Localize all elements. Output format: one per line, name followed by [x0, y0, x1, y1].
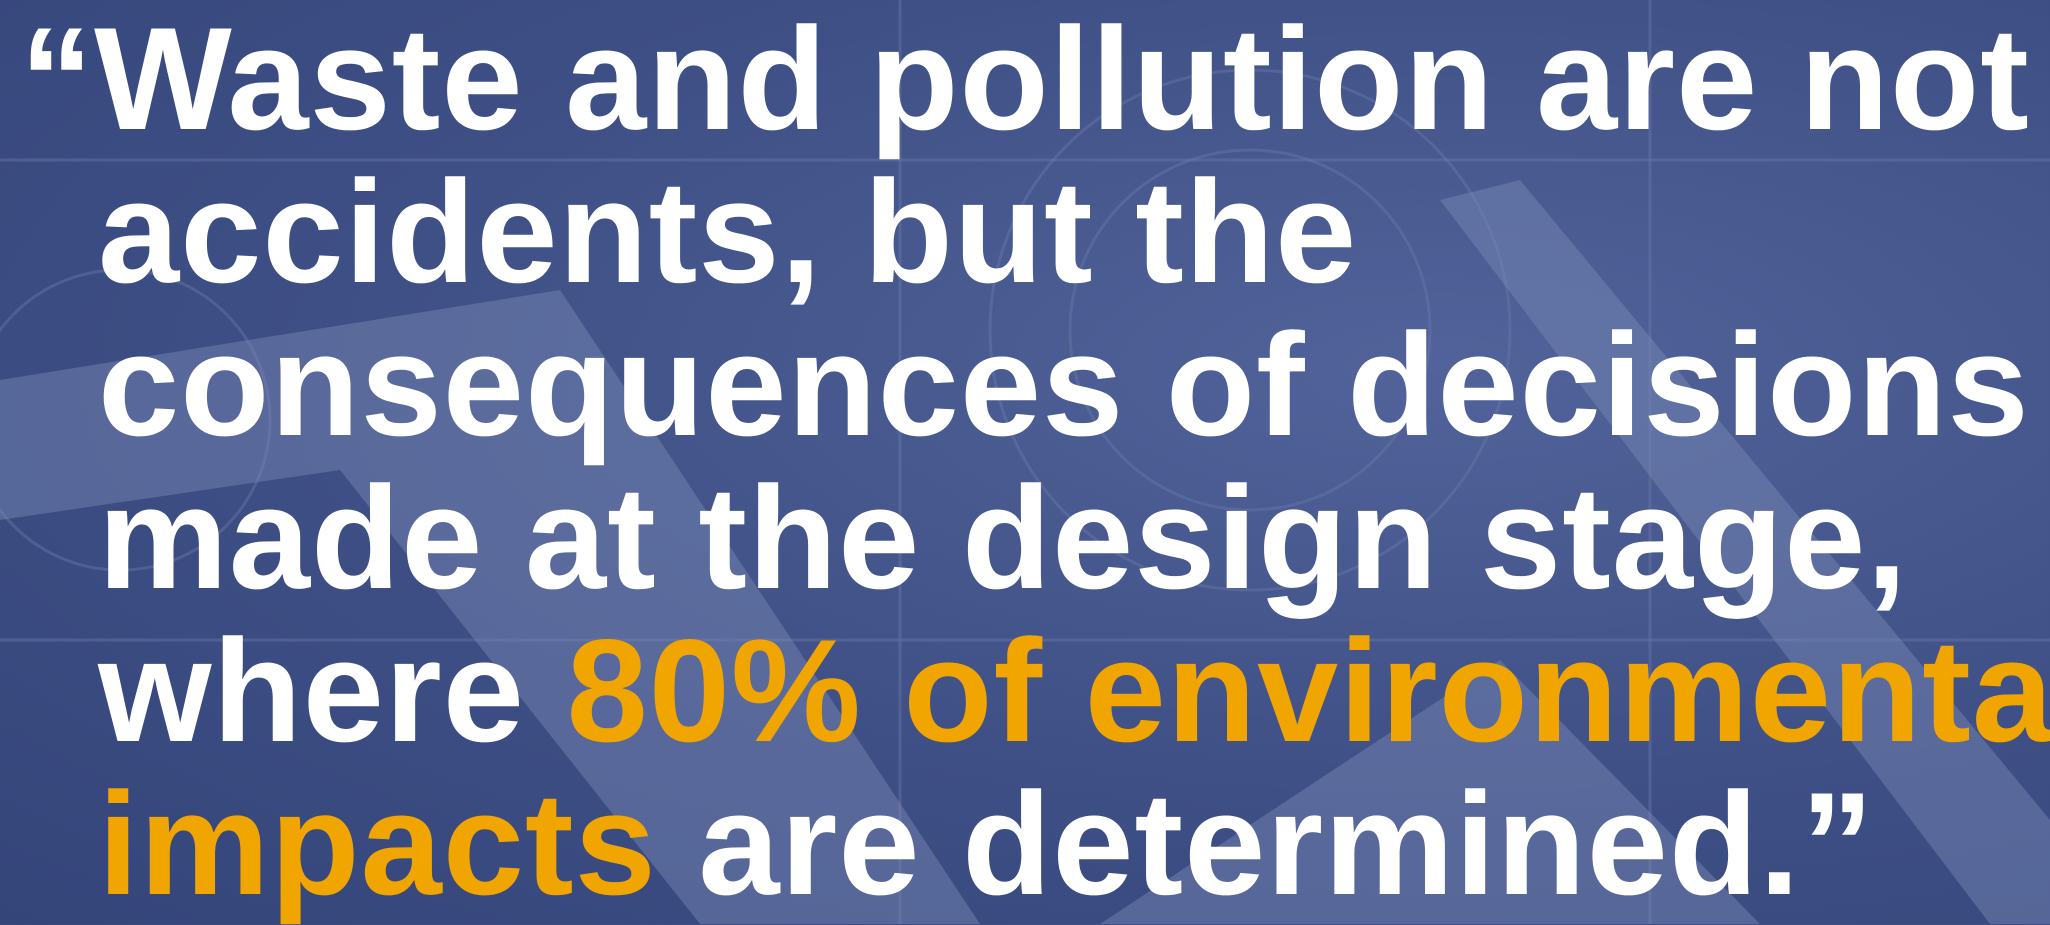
quote-line: where 80% of environmental — [98, 614, 2050, 767]
quote-line: accidents, but the — [98, 155, 2050, 308]
quote-line: impacts are determined.” — [98, 767, 2050, 920]
quote-text: are determined.” — [656, 762, 1875, 925]
quote-text: where — [98, 609, 567, 772]
quote-text: made at the design stage, — [98, 456, 1908, 619]
quote-text: impacts — [98, 762, 657, 925]
quote-text: consequences of decisions — [98, 303, 2030, 466]
quote-text: accidents, but the — [98, 150, 1358, 313]
quote-line: “Waste and pollution are not — [20, 2, 2050, 155]
quote-text: “Waste and pollution are not — [20, 0, 2030, 160]
quote: “Waste and pollution are not accidents, b… — [20, 2, 2050, 920]
quote-line: consequences of decisions — [98, 308, 2050, 461]
quote-line: made at the design stage, — [98, 461, 2050, 614]
quote-text: 80% of environmental — [566, 609, 2050, 772]
